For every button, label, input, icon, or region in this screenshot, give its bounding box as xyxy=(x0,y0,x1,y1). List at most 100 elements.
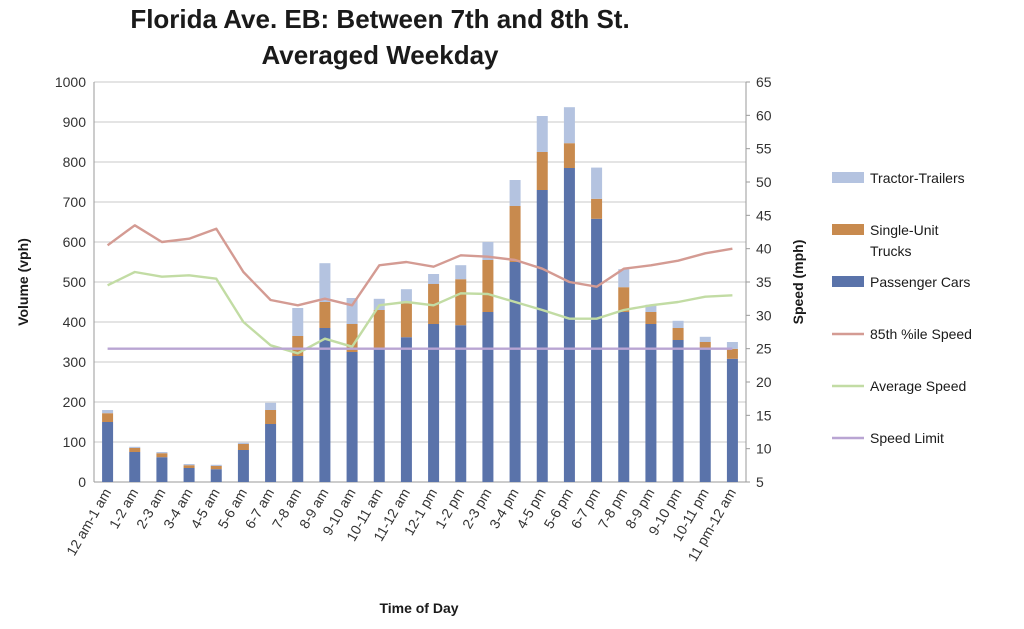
bar-passenger-cars xyxy=(509,262,521,482)
bar-single-unit-trucks xyxy=(563,143,575,168)
bar-single-unit-trucks xyxy=(210,466,222,470)
bar-passenger-cars xyxy=(563,168,575,482)
legend-label-line: Average Speed xyxy=(870,378,966,394)
y-tick-label: 200 xyxy=(63,394,87,410)
y-tick-label: 800 xyxy=(63,154,87,170)
bar-single-unit-trucks xyxy=(292,336,304,356)
bar-tractor-trailers xyxy=(237,442,249,444)
y-axis-label: Volume (vph) xyxy=(15,238,31,326)
bar-passenger-cars xyxy=(726,358,738,482)
bar-passenger-cars xyxy=(400,337,412,482)
y-tick-label: 400 xyxy=(63,314,87,330)
bars xyxy=(102,107,738,483)
bar-tractor-trailers xyxy=(482,242,494,260)
bar-passenger-cars xyxy=(156,457,168,482)
bar-tractor-trailers xyxy=(645,304,657,312)
bar-passenger-cars xyxy=(183,468,195,482)
bar-tractor-trailers xyxy=(129,446,141,448)
legend-label-speed-limit: Speed Limit xyxy=(870,430,944,446)
bar-single-unit-trucks xyxy=(319,302,331,328)
bar-single-unit-trucks xyxy=(373,310,385,348)
bar-single-unit-trucks xyxy=(183,465,195,468)
bar-passenger-cars xyxy=(536,190,548,482)
legend-label-line: Passenger Cars xyxy=(870,274,970,290)
y2-tick-label: 5 xyxy=(756,474,764,490)
bar-single-unit-trucks xyxy=(591,198,603,219)
chart-title: Florida Ave. EB: Between 7th and 8th St. xyxy=(130,4,630,34)
legend-label-line: Tractor-Trailers xyxy=(870,170,965,186)
bar-single-unit-trucks xyxy=(265,410,277,424)
bar-passenger-cars xyxy=(319,328,331,482)
bar-tractor-trailers xyxy=(672,320,684,328)
bar-passenger-cars xyxy=(428,324,440,482)
bar-tractor-trailers xyxy=(156,452,168,454)
bar-tractor-trailers xyxy=(346,298,358,324)
x-axis-label: Time of Day xyxy=(379,600,458,616)
y2-tick-label: 60 xyxy=(756,107,772,123)
y-tick-label: 300 xyxy=(63,354,87,370)
bar-passenger-cars xyxy=(346,352,358,482)
bar-passenger-cars xyxy=(210,469,222,482)
y2-tick-label: 55 xyxy=(756,141,772,157)
bar-passenger-cars xyxy=(129,452,141,482)
bar-passenger-cars xyxy=(672,340,684,482)
y2-tick-label: 45 xyxy=(756,207,772,223)
bar-tractor-trailers xyxy=(509,180,521,206)
legend-label-passenger-cars: Passenger Cars xyxy=(870,274,970,290)
y2-tick-label: 40 xyxy=(756,241,772,257)
speed-lines xyxy=(106,224,733,355)
y-tick-label: 0 xyxy=(78,474,86,490)
line-85th-ile-speed xyxy=(106,224,733,307)
bar-tractor-trailers xyxy=(102,410,114,414)
bar-passenger-cars xyxy=(699,348,711,482)
legend-swatch-passenger-cars xyxy=(832,276,864,287)
bar-tractor-trailers xyxy=(699,336,711,342)
line-average-speed xyxy=(107,270,733,355)
y-tick-label: 600 xyxy=(63,234,87,250)
bar-single-unit-trucks xyxy=(400,303,412,338)
bar-passenger-cars xyxy=(292,356,304,482)
bar-tractor-trailers xyxy=(536,116,548,152)
bar-single-unit-trucks xyxy=(509,206,521,262)
bar-tractor-trailers xyxy=(428,274,440,284)
bar-tractor-trailers xyxy=(618,269,630,288)
bar-single-unit-trucks xyxy=(102,413,114,422)
bar-passenger-cars xyxy=(455,325,467,482)
bar-single-unit-trucks xyxy=(482,260,494,312)
bar-single-unit-trucks xyxy=(156,453,168,458)
bar-passenger-cars xyxy=(265,424,277,482)
bar-passenger-cars xyxy=(482,312,494,482)
bar-tractor-trailers xyxy=(591,167,603,199)
bar-single-unit-trucks xyxy=(129,448,141,452)
y-tick-label: 700 xyxy=(63,194,87,210)
gridlines xyxy=(94,81,746,483)
bar-passenger-cars xyxy=(645,324,657,482)
bar-passenger-cars xyxy=(618,312,630,482)
bar-passenger-cars xyxy=(591,218,603,483)
y2-axis-label: Speed (mph) xyxy=(790,240,806,325)
y-tick-label: 1000 xyxy=(55,74,86,90)
bar-single-unit-trucks xyxy=(699,342,711,348)
legend-label-85th-ile-speed: 85th %ile Speed xyxy=(870,326,972,342)
legend-label-tractor-trailers: Tractor-Trailers xyxy=(870,170,965,186)
bar-tractor-trailers xyxy=(400,289,412,304)
y2-tick-label: 15 xyxy=(756,407,772,423)
bar-single-unit-trucks xyxy=(346,324,358,352)
bar-tractor-trailers xyxy=(183,464,195,466)
y-tick-label: 100 xyxy=(63,434,87,450)
bar-tractor-trailers xyxy=(455,265,467,280)
y-tick-label: 500 xyxy=(63,274,87,290)
legend: Tractor-Trailers Single-Unit Trucks Passeng… xyxy=(832,170,972,446)
bar-single-unit-trucks xyxy=(455,279,467,326)
bar-single-unit-trucks xyxy=(645,312,657,324)
y2-tick-label: 65 xyxy=(756,74,772,90)
bar-tractor-trailers xyxy=(319,263,331,302)
legend-swatch-single-unit-trucks xyxy=(832,224,864,235)
bar-tractor-trailers xyxy=(210,464,222,466)
bar-single-unit-trucks xyxy=(618,287,630,312)
legend-label-line: Single-Unit xyxy=(870,222,939,238)
y2-tick-label: 50 xyxy=(756,174,772,190)
y2-tick-label: 25 xyxy=(756,341,772,357)
legend-swatch-tractor-trailers xyxy=(832,172,864,183)
